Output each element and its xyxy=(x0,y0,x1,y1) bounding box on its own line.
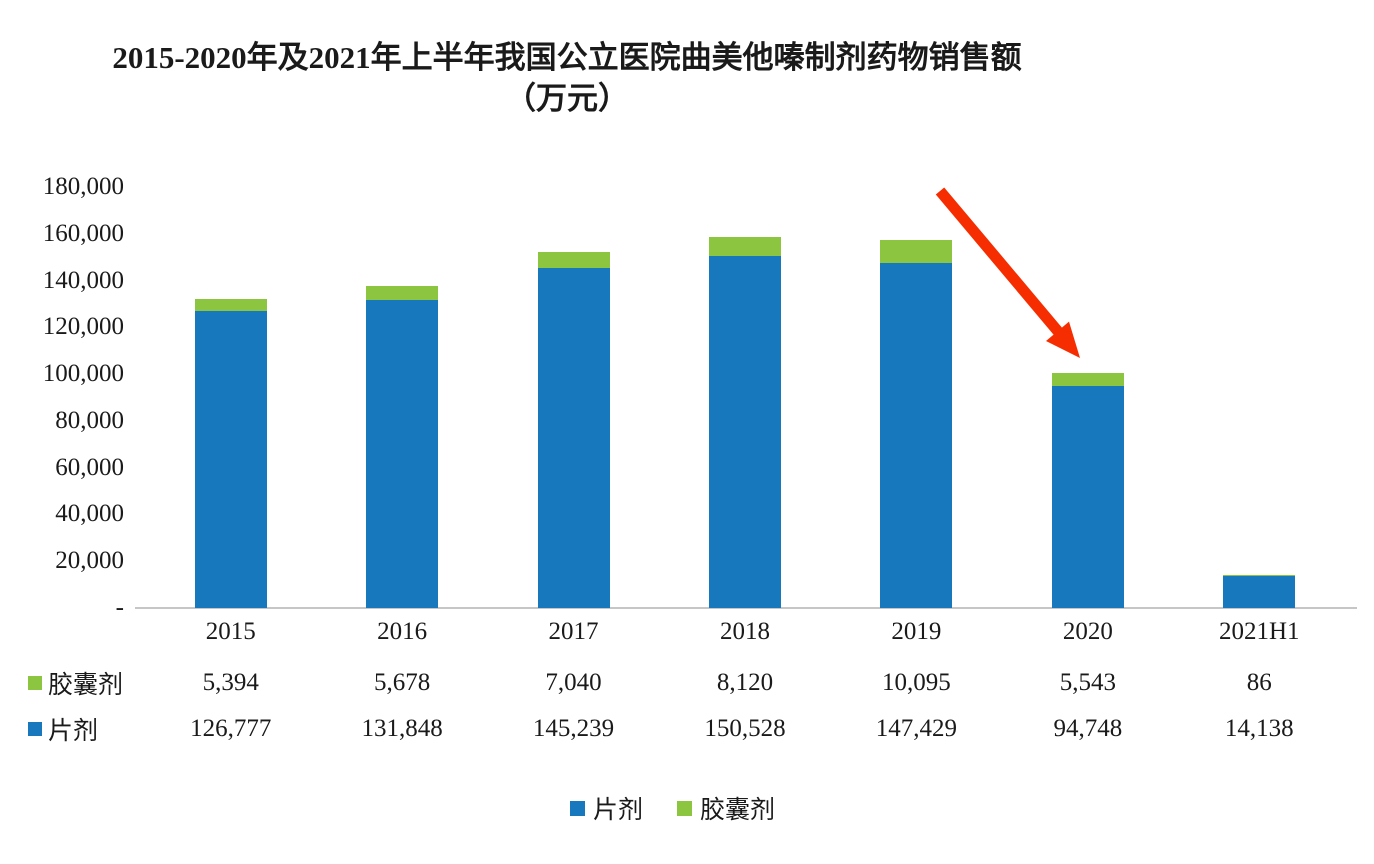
table-row: 片剂 126,777 131,848 145,239 150,528 147,429 94,… xyxy=(0,706,1345,752)
bar-segment-片剂-2020 xyxy=(1051,386,1124,608)
x-axis-line xyxy=(135,607,1357,609)
y-tick-label: 80,000 xyxy=(55,406,124,434)
plot-area xyxy=(135,187,1357,609)
data-table: 胶囊剂 5,394 5,678 7,040 8,120 10,095 5,543 86 片剂 12… xyxy=(0,660,1345,752)
table-row-label: 片剂 xyxy=(0,711,145,747)
bar-segment-片剂-2021H1 xyxy=(1223,574,1296,608)
bar-segment-片剂-2019 xyxy=(880,263,953,608)
legend-swatch-icon xyxy=(569,800,585,816)
y-axis: 180,000 160,000 140,000 120,000 100,000 80,00… xyxy=(0,173,128,621)
y-tick-label: 120,000 xyxy=(42,313,124,341)
table-cell: 7,040 xyxy=(545,669,602,696)
x-axis-labels: 2015 2016 2017 2018 2019 2020 2021H1 xyxy=(145,618,1345,646)
bar-segment-片剂-2017 xyxy=(537,268,610,608)
y-tick-label: 60,000 xyxy=(55,453,124,481)
x-axis-label: 2020 xyxy=(1062,618,1113,645)
table-cell: 145,239 xyxy=(532,715,615,742)
bar-segment-胶囊剂-2016 xyxy=(366,286,439,300)
legend-item: 片剂 xyxy=(569,790,643,826)
y-tick-label: 100,000 xyxy=(42,360,124,388)
bar-segment-胶囊剂-2020 xyxy=(1051,373,1124,387)
bar-segment-片剂-2015 xyxy=(194,311,267,608)
bar-segment-胶囊剂-2019 xyxy=(880,239,953,264)
series-swatch-icon xyxy=(28,722,42,736)
x-axis-label: 2017 xyxy=(548,618,599,645)
table-cell: 5,678 xyxy=(374,669,431,696)
y-tick-label: - xyxy=(115,594,124,621)
x-axis-label: 2019 xyxy=(891,618,942,645)
table-cell: 5,543 xyxy=(1059,669,1116,696)
table-cell: 147,429 xyxy=(875,715,958,742)
table-cell: 86 xyxy=(1246,669,1272,696)
table-cell: 150,528 xyxy=(704,715,786,742)
bar-segment-胶囊剂-2018 xyxy=(709,236,781,256)
legend-swatch-icon xyxy=(677,800,692,816)
series-swatch-icon xyxy=(28,676,42,690)
legend-label: 片剂 xyxy=(592,797,643,824)
x-axis-label: 2015 xyxy=(205,618,256,645)
bar-segment-胶囊剂-2015 xyxy=(194,298,267,312)
y-tick-label: 40,000 xyxy=(55,500,124,528)
bar-segment-胶囊剂-2017 xyxy=(537,251,610,269)
table-cell: 8,120 xyxy=(716,669,774,696)
table-cell: 5,394 xyxy=(202,669,259,696)
table-cell: 126,777 xyxy=(190,715,272,742)
table-cell: 14,138 xyxy=(1224,715,1294,742)
series-name: 片剂 xyxy=(48,718,99,745)
table-cell: 10,095 xyxy=(882,669,951,696)
y-tick-label: 180,000 xyxy=(42,173,124,200)
legend-label: 胶囊剂 xyxy=(700,797,776,824)
y-tick-label: 140,000 xyxy=(42,266,124,294)
table-cell: 94,748 xyxy=(1053,715,1123,742)
legend-item: 胶囊剂 xyxy=(677,790,775,826)
table-cell: 131,848 xyxy=(361,715,443,742)
x-axis-label: 2016 xyxy=(377,618,428,645)
chart-title: 2015-2020年及2021年上半年我国公立医院曲美他嗪制剂药物销售额（万元） xyxy=(112,40,1022,116)
y-tick-label: 20,000 xyxy=(55,547,124,575)
series-name: 胶囊剂 xyxy=(48,672,124,699)
bar-segment-片剂-2018 xyxy=(709,255,781,608)
table-row: 胶囊剂 5,394 5,678 7,040 8,120 10,095 5,543 86 xyxy=(0,660,1345,706)
table-row-label: 胶囊剂 xyxy=(0,665,145,701)
x-axis-label: 2021H1 xyxy=(1218,618,1300,645)
bar-segment-片剂-2016 xyxy=(366,299,439,608)
legend: 片剂 胶囊剂 xyxy=(0,790,1345,826)
x-axis-label: 2018 xyxy=(719,618,770,645)
y-tick-label: 160,000 xyxy=(42,219,124,247)
